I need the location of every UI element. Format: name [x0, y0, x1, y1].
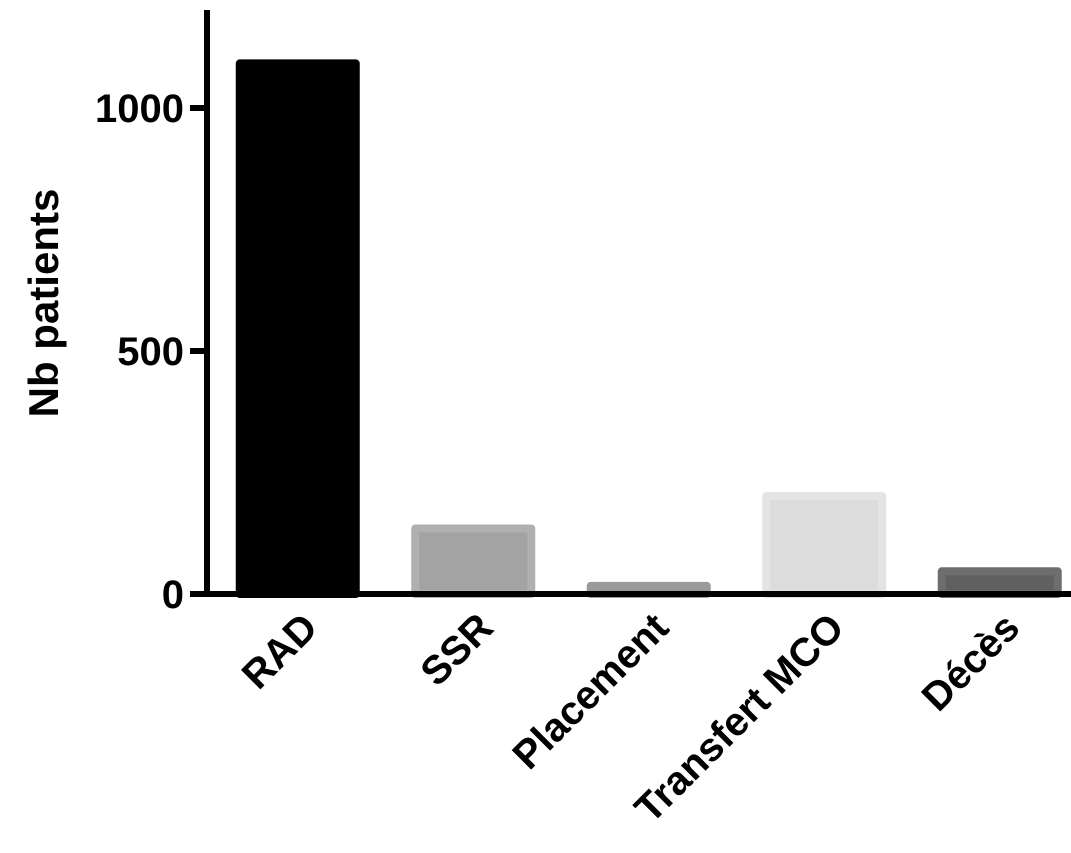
x-tick-label: Décès: [914, 605, 1028, 719]
bar-ssr: [411, 524, 536, 599]
y-ticks-group: 0 500 1000: [95, 87, 207, 617]
y-tick-label: 0: [162, 573, 184, 617]
x-tick-label: SSR: [412, 605, 501, 694]
y-tick-label: 500: [117, 330, 184, 374]
bars-group: [235, 59, 1062, 599]
bar-transfert-mco: [762, 491, 887, 598]
x-tick-label: Placement: [505, 605, 678, 778]
x-tick-label: RAD: [234, 605, 326, 697]
y-axis-title: Nb patients: [20, 189, 67, 418]
bar-d-c-s: [937, 567, 1062, 599]
bar-rad: [235, 59, 360, 598]
y-tick-label: 1000: [95, 87, 184, 131]
